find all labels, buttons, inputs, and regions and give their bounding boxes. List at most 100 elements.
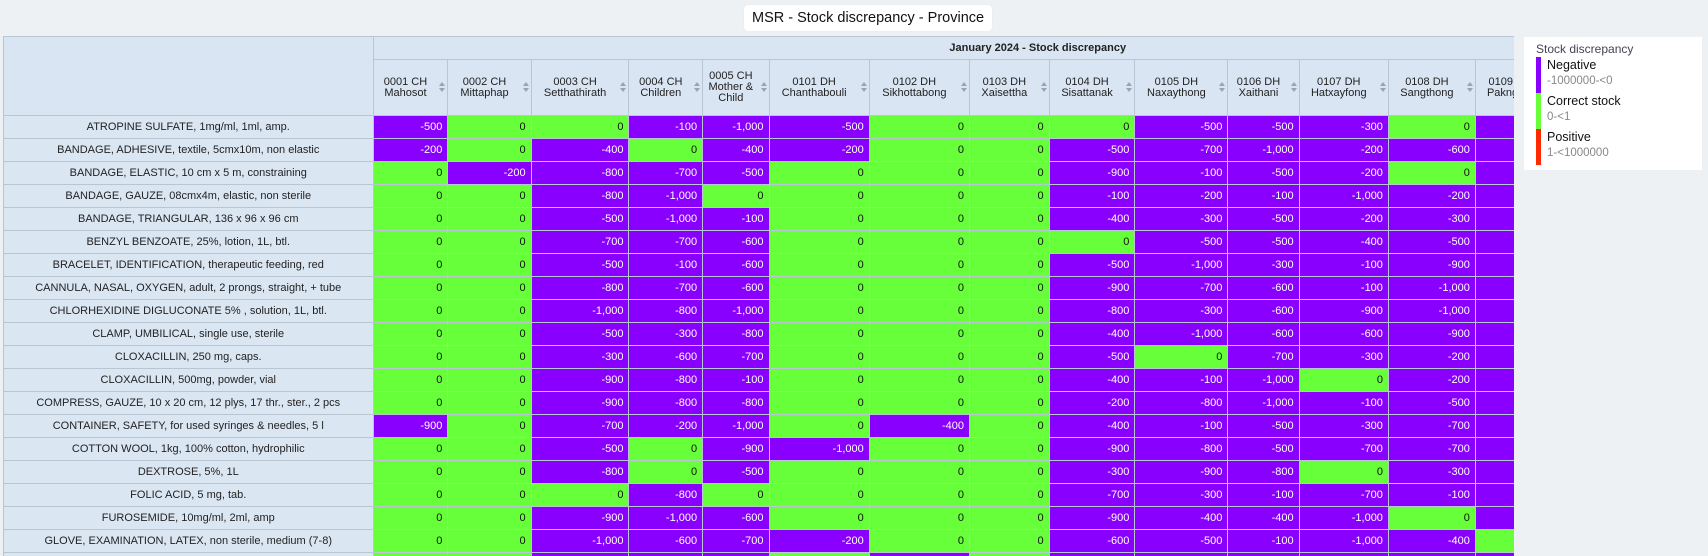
- value-cell: [868, 552, 970, 556]
- value-cell: -500: [1387, 230, 1476, 254]
- column-header[interactable]: 0105 DH Naxaythong: [1134, 59, 1229, 116]
- column-header[interactable]: 0004 CH Children: [628, 59, 704, 116]
- column-header[interactable]: 0101 DH Chanthabouli: [768, 59, 870, 116]
- value-cell: 0: [768, 253, 870, 277]
- value-cell: -500: [702, 161, 770, 185]
- value-cell: -300: [1227, 253, 1300, 277]
- page-title: MSR - Stock discrepancy - Province: [744, 5, 993, 31]
- value-cell: -100: [1134, 161, 1229, 185]
- value-cell: 0: [868, 299, 970, 323]
- value-cell: 0: [868, 483, 970, 507]
- value-cell: 0: [768, 184, 870, 208]
- column-header-label: 0102 DH Sikhottabong: [882, 75, 947, 99]
- legend-item-name: Negative: [1547, 58, 1597, 72]
- value-cell: [628, 552, 704, 556]
- row-label: COMPRESS, GAUZE, 10 x 20 cm, 12 plys, 17…: [3, 391, 374, 415]
- column-header-label: 0001 CH Mahosot: [383, 75, 428, 99]
- sort-icon[interactable]: [760, 82, 767, 94]
- legend-item-range: 0-<1: [1547, 111, 1571, 123]
- row-label: BRACELET, IDENTIFICATION, therapeutic fe…: [3, 253, 374, 277]
- sort-icon[interactable]: [1290, 82, 1297, 94]
- column-header[interactable]: 0003 CH Setthathirath: [530, 59, 630, 116]
- column-header[interactable]: 0107 DH Hatxayfong: [1298, 59, 1389, 116]
- sort-icon[interactable]: [1219, 82, 1226, 94]
- table-row: [3, 552, 1514, 556]
- value-cell: -900: [530, 506, 630, 530]
- value-cell: -900: [1387, 322, 1476, 346]
- value-cell: -100: [1227, 184, 1300, 208]
- value-cell: -700: [1048, 483, 1136, 507]
- value-cell: -1,000: [628, 184, 704, 208]
- column-header[interactable]: 0106 DH Xaithani: [1227, 59, 1300, 116]
- value-cell: -500: [1227, 207, 1300, 231]
- value-cell: 0: [868, 529, 970, 553]
- value-cell: -500: [1048, 138, 1136, 162]
- value-cell: 0: [968, 460, 1050, 484]
- sort-icon[interactable]: [694, 82, 701, 94]
- value-cell: -900: [530, 391, 630, 415]
- pivot-table-container[interactable]: January 2024 - Stock discrepancy 0001 CH…: [3, 36, 1514, 556]
- column-header[interactable]: 0002 CH Mittaphap: [447, 59, 532, 116]
- table-row: CANNULA, NASAL, OXYGEN, adult, 2 prongs,…: [3, 276, 1514, 300]
- value-cell: 0: [447, 437, 532, 461]
- value-cell: 0: [868, 460, 970, 484]
- value-cell: -600: [702, 230, 770, 254]
- sort-icon[interactable]: [522, 82, 529, 94]
- value-cell: 0: [372, 184, 449, 208]
- value-cell: 0: [968, 276, 1050, 300]
- value-cell: 0: [868, 322, 970, 346]
- column-header[interactable]: 0109 DH Pakngum: [1474, 59, 1514, 116]
- sort-icon[interactable]: [1379, 82, 1386, 94]
- value-cell: -400: [1298, 230, 1389, 254]
- value-cell: -600: [1387, 138, 1476, 162]
- value-cell: -1,000: [1387, 299, 1476, 323]
- value-cell: -500: [1474, 230, 1514, 254]
- value-cell: 0: [447, 391, 532, 415]
- column-header-label: 0002 CH Mittaphap: [460, 75, 509, 99]
- value-cell: 0: [372, 368, 449, 392]
- sort-icon[interactable]: [960, 82, 967, 94]
- value-cell: 0: [372, 161, 449, 185]
- value-cell: 0: [447, 184, 532, 208]
- value-cell: -800: [1134, 437, 1229, 461]
- sort-icon[interactable]: [620, 82, 627, 94]
- value-cell: -1,000: [702, 115, 770, 139]
- column-header-label: 0003 CH Setthathirath: [543, 75, 607, 99]
- sort-icon[interactable]: [1466, 82, 1473, 94]
- value-cell: -100: [628, 253, 704, 277]
- column-header-label: 0106 DH Xaithani: [1236, 75, 1281, 99]
- value-cell: -400: [1048, 207, 1136, 231]
- value-cell: 0: [372, 299, 449, 323]
- sort-icon[interactable]: [860, 82, 867, 94]
- value-cell: 0: [447, 460, 532, 484]
- column-header[interactable]: 0001 CH Mahosot: [372, 59, 449, 116]
- value-cell: -400: [1387, 529, 1476, 553]
- legend-title: Stock discrepancy: [1536, 42, 1634, 56]
- value-cell: [768, 552, 870, 556]
- value-cell: -800: [1474, 437, 1514, 461]
- value-cell: [1048, 552, 1136, 556]
- column-header-label: 0108 DH Sangthong: [1400, 75, 1454, 99]
- table-row: GLOVE, EXAMINATION, LATEX, non sterile, …: [3, 529, 1514, 553]
- value-cell: -100: [1298, 391, 1389, 415]
- table-row: BRACELET, IDENTIFICATION, therapeutic fe…: [3, 253, 1514, 277]
- value-cell: -800: [530, 276, 630, 300]
- sort-icon[interactable]: [439, 82, 446, 94]
- value-cell: -700: [1387, 437, 1476, 461]
- column-header[interactable]: 0103 DH Xaisettha: [968, 59, 1050, 116]
- column-header[interactable]: 0102 DH Sikhottabong: [868, 59, 970, 116]
- value-cell: 0: [372, 322, 449, 346]
- value-cell: [1387, 552, 1476, 556]
- value-cell: [447, 552, 532, 556]
- value-cell: [530, 552, 630, 556]
- column-header[interactable]: 0108 DH Sangthong: [1387, 59, 1476, 116]
- sort-icon[interactable]: [1126, 82, 1133, 94]
- column-header[interactable]: 0005 CH Mother & Child: [702, 59, 770, 116]
- value-cell: -700: [1387, 414, 1476, 438]
- value-cell: 0: [968, 138, 1050, 162]
- column-header[interactable]: 0104 DH Sisattanak: [1048, 59, 1136, 116]
- sort-icon[interactable]: [1040, 82, 1047, 94]
- value-cell: -1,000: [1387, 276, 1476, 300]
- value-cell: -900: [1048, 161, 1136, 185]
- value-cell: 0: [447, 276, 532, 300]
